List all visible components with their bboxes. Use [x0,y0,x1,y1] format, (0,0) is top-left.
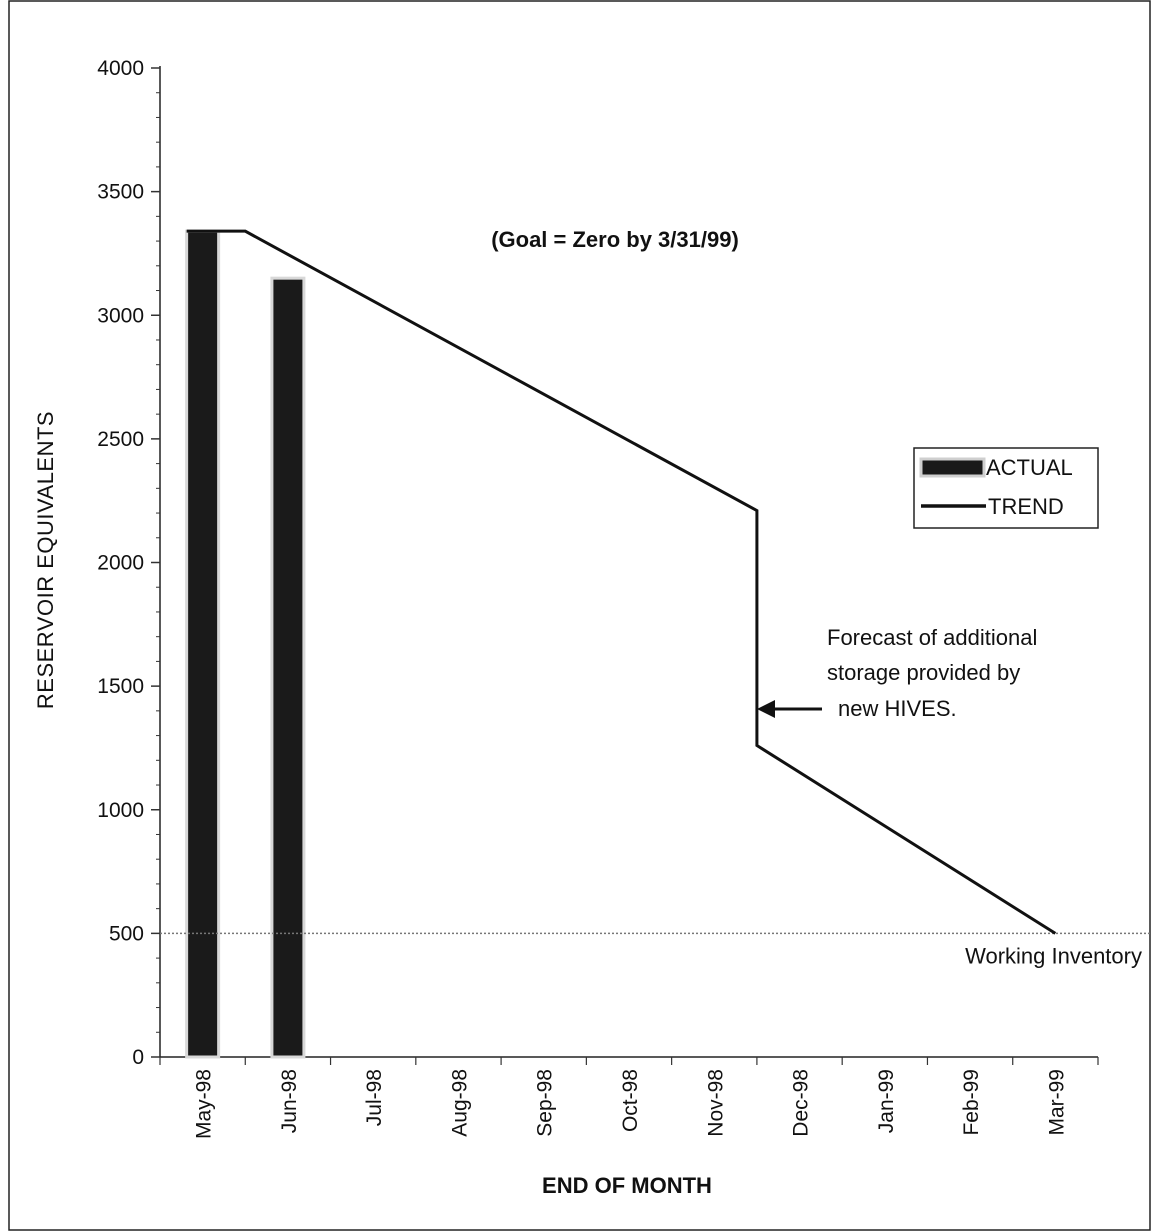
x-tick-label: Oct-98 [619,1069,642,1132]
y-tick-label: 1000 [97,799,144,822]
y-tick-label: 500 [109,922,144,945]
y-tick-label: 2000 [97,552,144,575]
x-tick-label: Jul-98 [363,1069,386,1126]
y-tick-label: 3500 [97,181,144,204]
axes [159,66,1098,1058]
forecast-arrowhead [757,700,775,718]
y-tick-label: 2500 [97,428,144,451]
forecast-annotation-line-1: Forecast of additional [827,625,1037,650]
trend-line [186,229,1057,935]
actual-bar [270,276,306,1059]
y-tick-label: 0 [132,1046,144,1069]
x-tick-label: Aug-98 [448,1069,471,1137]
forecast-annotation: Forecast of additional storage provided … [757,625,1037,721]
working-inventory-label: Working Inventory [965,943,1142,968]
y-tick-label: 3000 [97,304,144,327]
legend-label-trend: TREND [988,494,1064,519]
chart-frame [8,0,1151,1231]
x-tick-label: Jan-99 [875,1069,898,1133]
x-axis-ticks: May-98 Jun-98 Jul-98 Aug-98 Sep-98 Oct-98 Nov-… [159,1057,1099,1139]
legend: ACTUAL TREND [913,447,1099,529]
legend-label-actual: ACTUAL [986,455,1073,480]
x-tick-label: Mar-99 [1045,1069,1068,1136]
trend-line-group [186,229,1057,935]
bars [185,229,306,1059]
actual-bar [185,229,221,1059]
goal-annotation: (Goal = Zero by 3/31/99) [491,227,739,252]
y-tick-label: 4000 [97,57,144,80]
x-tick-label: Sep-98 [534,1069,557,1137]
legend-swatch-actual [919,457,986,478]
y-axis-ticks: 0 500 1000 1500 2000 2500 3000 3500 4000 [97,57,160,1069]
x-axis-title: END OF MONTH [542,1173,712,1198]
working-inventory-line-group: Working Inventory [160,932,1150,968]
x-tick-label: Feb-99 [960,1069,983,1136]
forecast-annotation-line-2: storage provided by [827,660,1020,685]
y-axis-title: RESERVOIR EQUIVALENTS [33,411,58,709]
x-tick-label: Jun-98 [278,1069,301,1133]
y-tick-label: 1500 [97,675,144,698]
x-tick-label: Nov-98 [704,1069,727,1137]
forecast-annotation-line-3: new HIVES. [838,696,957,721]
x-tick-label: May-98 [193,1069,216,1139]
x-tick-label: Dec-98 [790,1069,813,1137]
